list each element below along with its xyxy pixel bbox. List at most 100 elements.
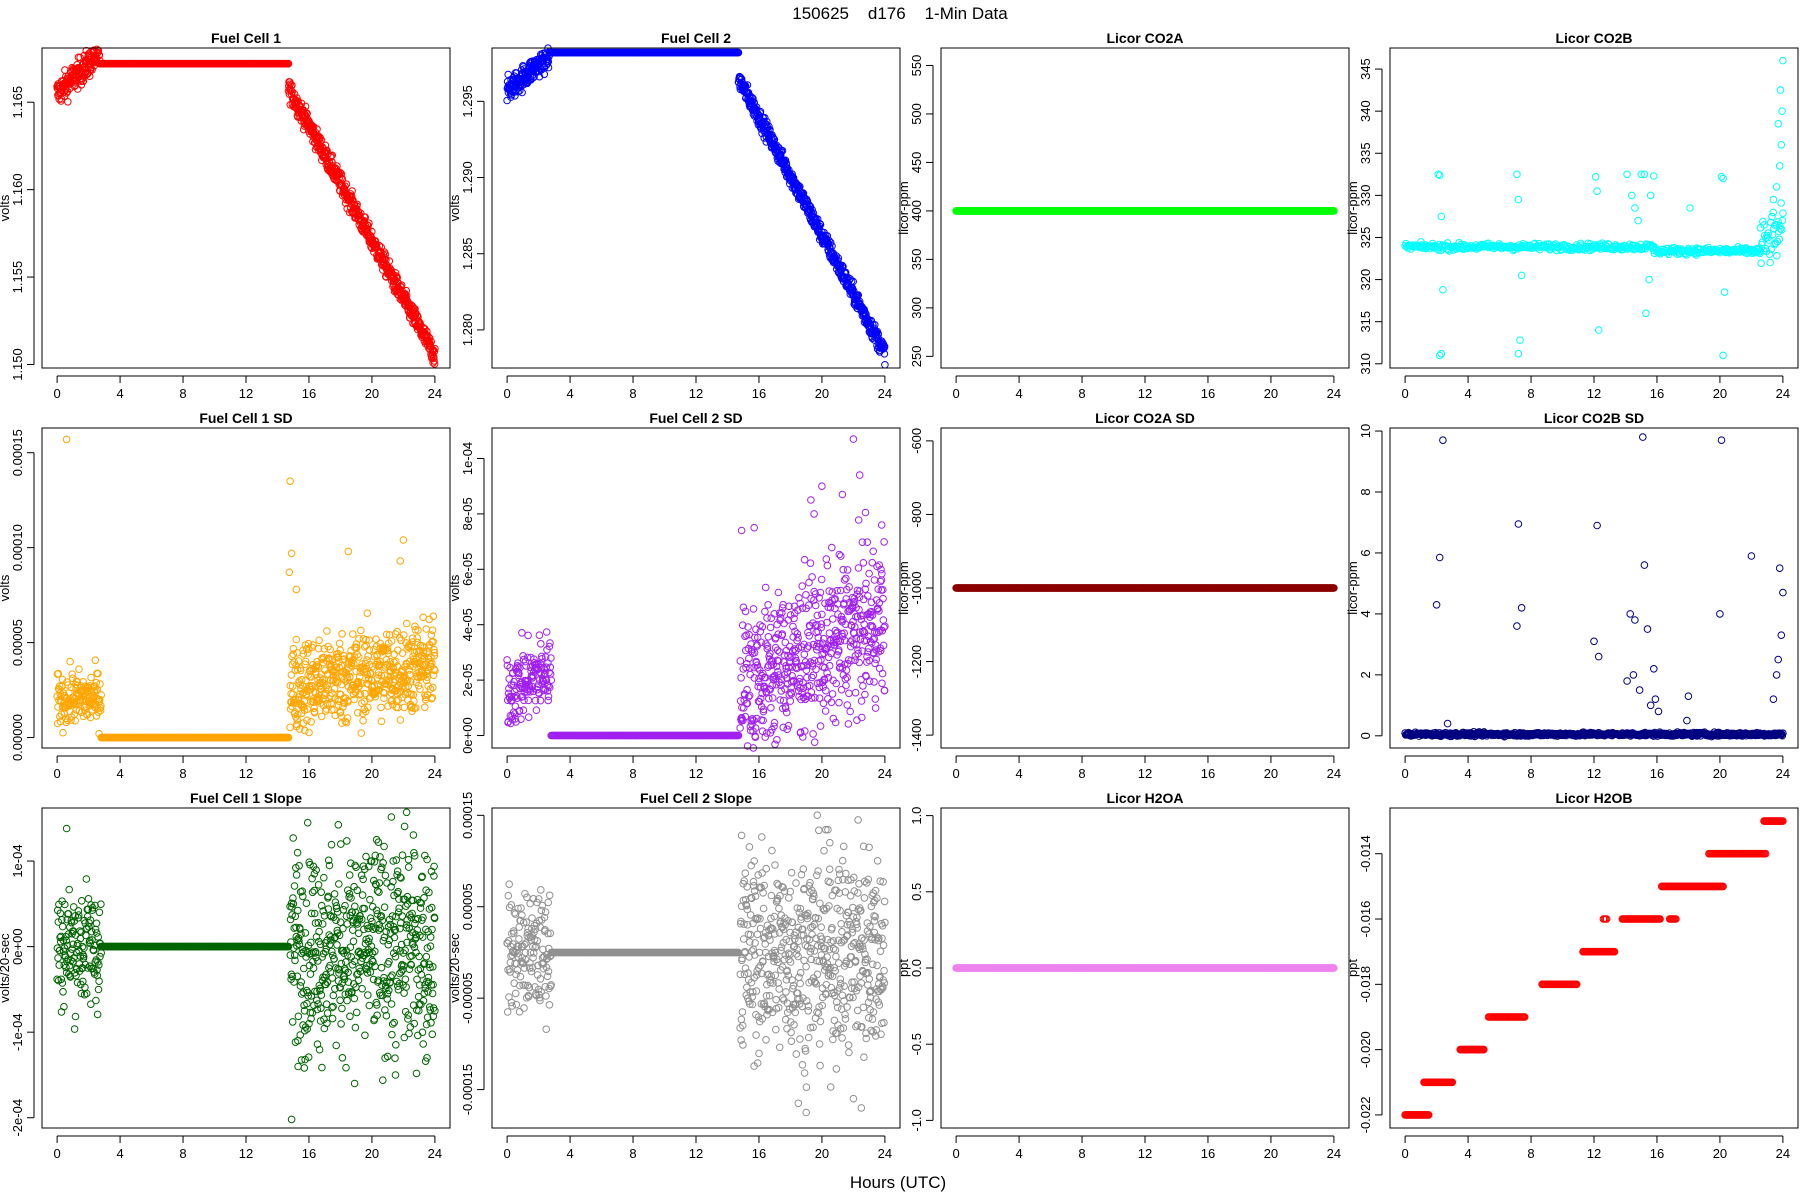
y-tick-label: 1.150: [10, 348, 25, 381]
x-tick-label: 8: [1078, 386, 1085, 401]
y-tick-label: 350: [909, 249, 924, 271]
y-tick-label: 300: [909, 297, 924, 319]
data-point: [321, 141, 330, 150]
y-tick-label: 1.290: [460, 161, 475, 194]
y-axis: 1.150 1.155 1.160 1.165: [10, 86, 35, 381]
y-axis-label: volts: [447, 194, 462, 221]
y-tick-label: 330: [1358, 185, 1373, 207]
y-tick-label: 345: [1358, 58, 1373, 80]
y-tick-label: 550: [909, 55, 924, 77]
y-tick-label: 1.160: [10, 173, 25, 206]
data-point: [401, 291, 410, 299]
data-points: [53, 45, 439, 368]
x-tick-label: 0: [53, 386, 60, 401]
data-point: [95, 51, 104, 59]
x-tick-label: 24: [428, 766, 442, 781]
data-point: [391, 269, 400, 277]
y-axis-label: volts: [0, 194, 12, 221]
x-axis: 0 4 8 12 16 20 24: [53, 375, 442, 401]
data-point: [337, 170, 346, 178]
data-point: [333, 162, 341, 170]
data-point: [425, 334, 434, 342]
data-point: [393, 273, 402, 282]
data-point: [313, 125, 321, 133]
x-tick-label: 24: [1327, 386, 1341, 401]
x-tick-label: 8: [179, 386, 186, 401]
data-point: [518, 88, 526, 97]
data-point: [301, 102, 310, 111]
data-point: [430, 360, 439, 368]
x-tick-label: 0: [952, 386, 959, 401]
panel-title: Fuel Cell 1: [211, 30, 281, 46]
y-tick-label: 450: [909, 152, 924, 174]
data-point: [73, 85, 82, 93]
data-point: [430, 347, 439, 356]
data-point: [360, 217, 369, 225]
y-tick-label: 310: [1358, 353, 1373, 375]
chart-panel-2: Fuel Cell 20 4 8 12 16 20 241.2801.2851.2901.2…: [447, 30, 901, 401]
data-point: [365, 219, 373, 227]
y-tick-label: 335: [1358, 142, 1373, 164]
data-point: [368, 227, 376, 236]
data-point: [429, 358, 437, 367]
y-tick-label: 250: [909, 346, 924, 368]
figure-xlabel: Hours (UTC): [850, 1173, 946, 1192]
data-point: [284, 59, 293, 68]
y-tick-label: 0.00010: [10, 524, 25, 571]
data-point: [338, 175, 347, 183]
x-tick-label: 4: [566, 386, 573, 401]
data-point: [293, 94, 301, 102]
chart-panel-1: Fuel Cell 10 4 8 12 16 20 241.1501.1551.1601.1…: [0, 30, 451, 401]
x-tick-label: 4: [116, 766, 123, 781]
figure-title: 150625 d176 1-Min Data: [792, 4, 1008, 23]
data-point: [411, 305, 419, 313]
data-point: [410, 304, 419, 313]
x-tick-label: 0: [53, 766, 60, 781]
data-point: [544, 63, 553, 72]
data-point: [429, 346, 438, 354]
data-point: [397, 281, 406, 289]
panel-title: Fuel Cell 2: [661, 30, 731, 46]
data-point: [402, 286, 411, 295]
data-point: [341, 182, 349, 190]
y-tick-label: 320: [1358, 269, 1373, 291]
x-tick-label: 20: [365, 386, 379, 401]
data-point: [427, 337, 436, 346]
data-point: [363, 221, 371, 229]
x-tick-label: 20: [815, 386, 829, 401]
data-point: [94, 46, 103, 55]
y-axis-label: licor-ppm: [896, 181, 911, 234]
panel-title: Licor CO2B: [1555, 30, 1632, 46]
data-point: [350, 200, 359, 209]
data-point: [327, 152, 336, 160]
y-tick-label: 1.155: [10, 261, 25, 294]
data-point: [323, 146, 331, 155]
x-tick-label: 20: [1713, 386, 1727, 401]
data-points: [952, 207, 1338, 215]
data-point: [430, 357, 438, 365]
y-axis-label: volts: [0, 574, 12, 601]
x-tick-label: 12: [1587, 386, 1601, 401]
x-tick-label: 4: [1464, 386, 1471, 401]
x-tick-label: 12: [239, 386, 253, 401]
x-tick-label: 20: [365, 766, 379, 781]
y-tick-label: 1.285: [460, 237, 475, 270]
plot-frame: [41, 47, 451, 369]
y-tick-label: 500: [909, 103, 924, 125]
y-tick-label: 325: [1358, 227, 1373, 249]
x-tick-label: 24: [1776, 386, 1790, 401]
x-tick-label: 12: [239, 766, 253, 781]
y-tick-label: 0.00000: [10, 714, 25, 761]
data-point: [342, 180, 351, 188]
x-tick-label: 8: [179, 766, 186, 781]
y-tick-label: 1.295: [460, 85, 475, 118]
x-tick-label: 16: [302, 766, 316, 781]
x-tick-label: 8: [629, 386, 636, 401]
y-tick-label: 400: [909, 200, 924, 222]
x-tick-label: 20: [1264, 386, 1278, 401]
y-tick-label: 1.280: [460, 314, 475, 347]
x-tick-label: 0: [1401, 386, 1408, 401]
y-tick-label: 315: [1358, 311, 1373, 333]
y-tick-label: 1.165: [10, 86, 25, 119]
